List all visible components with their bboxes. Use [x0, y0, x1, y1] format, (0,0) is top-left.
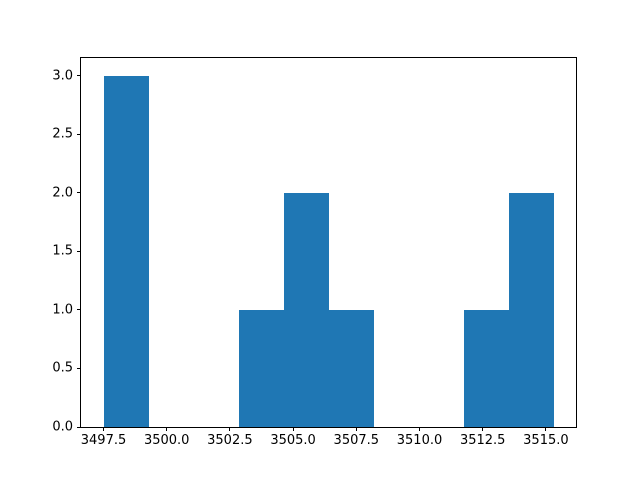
y-tick-label: 3.0: [52, 68, 73, 84]
histogram-bar: [508, 192, 554, 427]
y-tick-label: 2.0: [52, 185, 73, 201]
histogram-bar: [103, 75, 149, 427]
y-tick-mark: [77, 367, 81, 369]
y-tick-label: 0.0: [52, 419, 73, 435]
x-tick-mark: [166, 427, 168, 431]
x-tick-mark: [482, 427, 484, 431]
x-tick-mark: [545, 427, 547, 431]
y-tick-mark: [77, 75, 81, 77]
y-tick-label: 0.5: [52, 360, 73, 376]
y-tick-mark: [77, 192, 81, 194]
y-tick-label: 1.0: [52, 302, 73, 318]
histogram-bar: [238, 309, 284, 427]
x-tick-label: 3502.5: [207, 433, 253, 448]
x-tick-label: 3512.5: [459, 433, 506, 448]
x-tick-mark: [355, 427, 357, 431]
x-tick-mark: [292, 427, 294, 431]
histogram-bar: [328, 309, 374, 427]
y-tick-mark: [77, 426, 81, 428]
x-tick-label: 3507.5: [333, 433, 380, 448]
y-tick-mark: [77, 309, 81, 311]
x-tick-label: 3500.0: [143, 433, 190, 448]
y-tick-label: 1.5: [52, 243, 73, 259]
histogram-bar: [283, 192, 329, 427]
y-tick-mark: [77, 250, 81, 252]
x-tick-label: 3497.5: [80, 433, 127, 448]
histogram-bar: [463, 309, 509, 427]
x-tick-label: 3505.0: [270, 433, 316, 448]
x-tick-label: 3510.0: [396, 433, 443, 448]
x-tick-mark: [103, 427, 104, 431]
y-tick-label: 2.5: [52, 126, 73, 142]
x-tick-mark: [419, 427, 420, 431]
y-tick-mark: [77, 133, 81, 135]
x-tick-label: 3515.0: [523, 433, 569, 448]
x-tick-mark: [229, 427, 231, 431]
plot-area: 3497.5 3500.0 3502.5 3505.0 3507.5 3510.0 3512…: [52, 57, 577, 447]
